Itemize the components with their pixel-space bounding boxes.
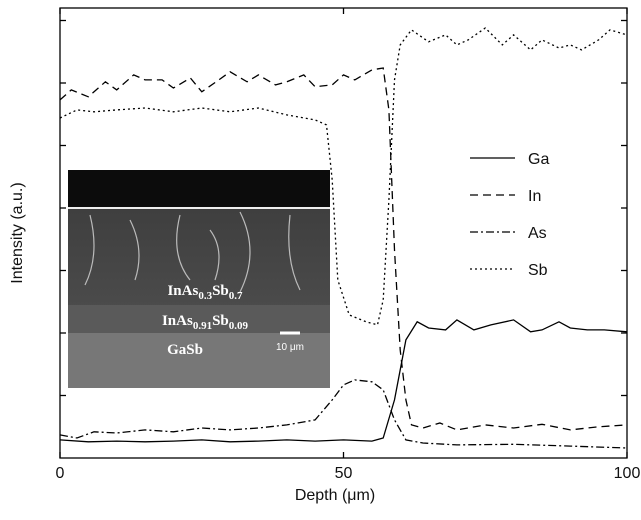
layer-label-part: GaSb	[167, 342, 203, 358]
layer-label-part: 0.09	[229, 320, 249, 332]
layer-label-part: 0.3	[198, 290, 212, 302]
legend-label: Ga	[528, 151, 549, 168]
legend-label: Sb	[528, 262, 548, 279]
scale-bar-label: 10 μm	[276, 342, 304, 353]
x-tick-label: 100	[614, 465, 641, 482]
layer-label-part: 0.7	[229, 290, 243, 302]
x-tick-label: 0	[56, 465, 65, 482]
layer-label-part: 0.91	[193, 320, 212, 332]
x-tick-label: 50	[335, 465, 353, 482]
chart: Depth (μm) Intensity (a.u.) 050100GaInAs…	[0, 0, 641, 515]
layer-label-part: InAs	[167, 283, 198, 299]
layer-label-part: Sb	[212, 313, 229, 329]
y-axis-label: Intensity (a.u.)	[9, 182, 26, 283]
layer-label: GaSb	[167, 342, 203, 358]
x-axis-label: Depth (μm)	[295, 487, 375, 504]
data-line	[60, 380, 627, 448]
page: {"chart_data": {"type": "line", "x_label…	[0, 0, 641, 520]
legend-label: As	[528, 225, 547, 242]
legend-label: In	[528, 188, 541, 205]
layer-label-part: InAs	[162, 313, 193, 329]
layer-label-part: Sb	[212, 283, 229, 299]
